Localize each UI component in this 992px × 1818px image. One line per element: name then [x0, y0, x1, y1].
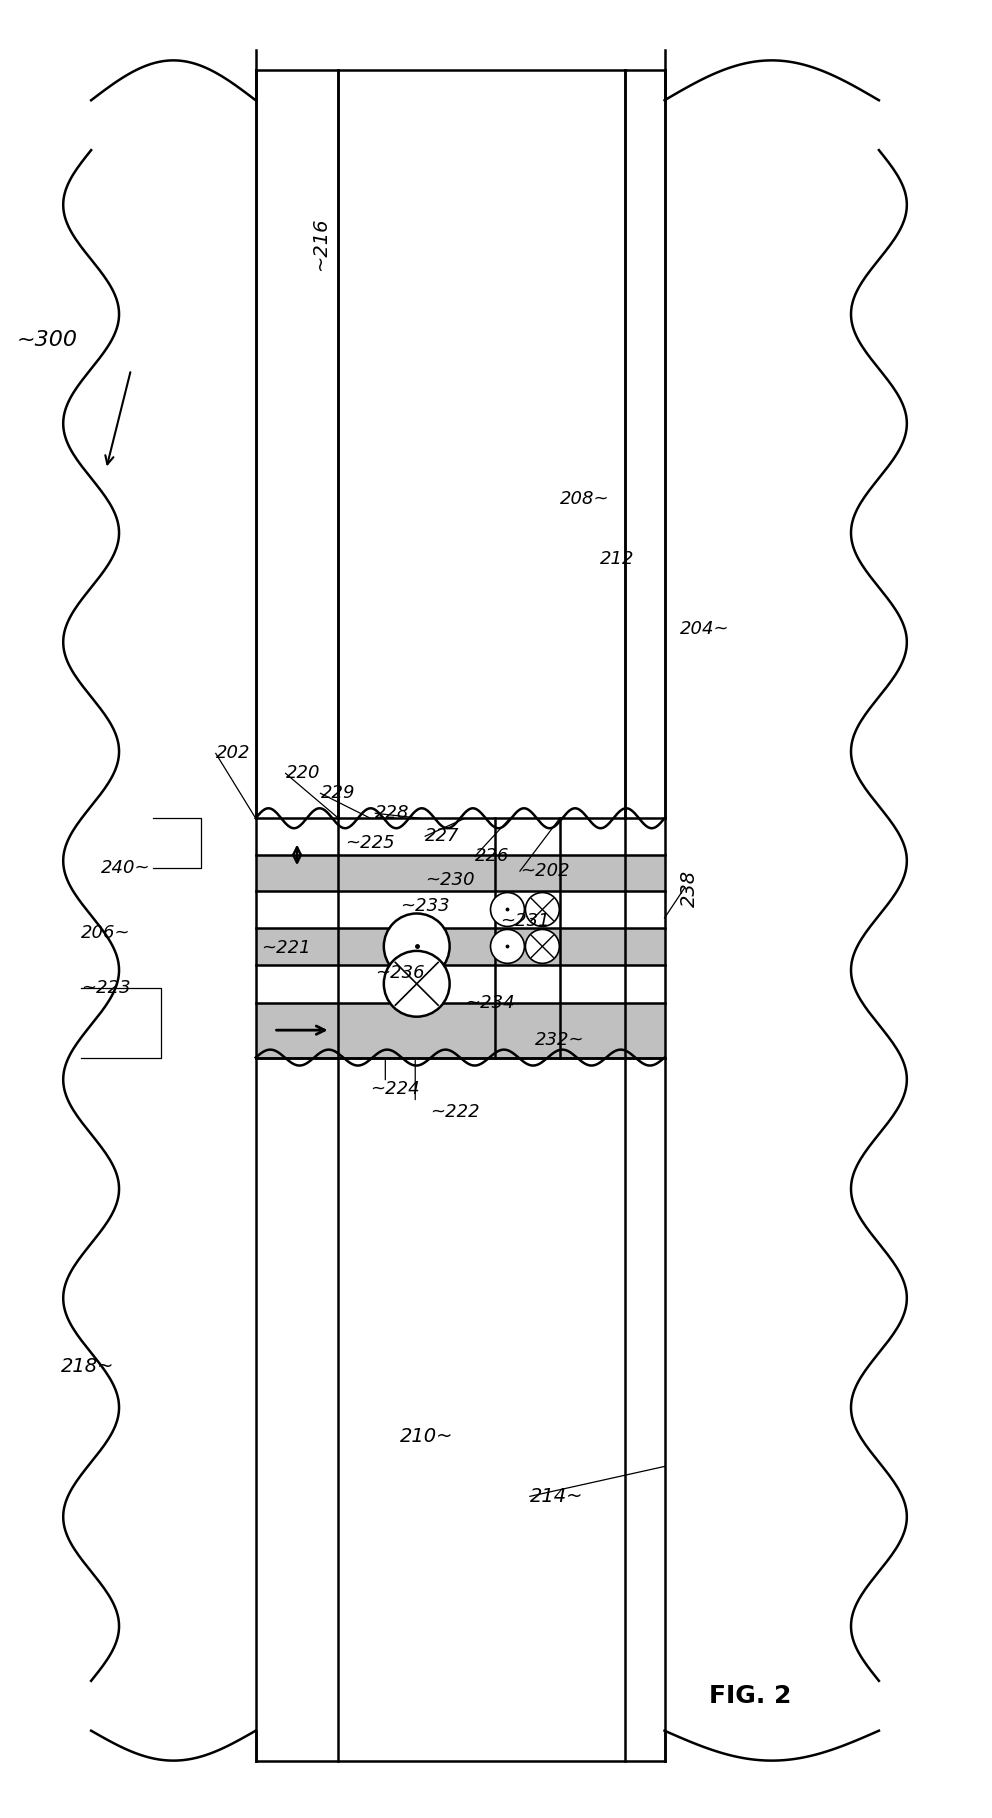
- Text: ~225: ~225: [345, 834, 395, 853]
- Bar: [256, 71, 665, 818]
- Circle shape: [384, 951, 449, 1016]
- Text: 227: 227: [426, 827, 459, 845]
- Bar: [256, 965, 665, 1004]
- Circle shape: [490, 929, 525, 964]
- Bar: [91, 71, 879, 1760]
- Text: 232~: 232~: [535, 1031, 584, 1049]
- Bar: [256, 891, 665, 927]
- Text: 206~: 206~: [81, 924, 131, 942]
- Text: 214~: 214~: [530, 1487, 583, 1505]
- Text: ~231: ~231: [500, 913, 550, 931]
- Text: ~221: ~221: [261, 938, 310, 956]
- Text: 212: 212: [600, 551, 634, 567]
- Text: ~223: ~223: [81, 978, 131, 996]
- Text: 218~: 218~: [62, 1358, 115, 1376]
- Bar: [256, 854, 665, 891]
- Circle shape: [526, 929, 559, 964]
- Text: 240~: 240~: [101, 860, 151, 876]
- Polygon shape: [63, 60, 907, 1760]
- Text: 238: 238: [680, 869, 698, 907]
- Text: ~224: ~224: [370, 1080, 420, 1098]
- Bar: [256, 1058, 665, 1760]
- Text: 229: 229: [320, 784, 355, 802]
- Text: 220: 220: [286, 764, 320, 782]
- Text: ~230: ~230: [426, 871, 475, 889]
- Text: 202: 202: [216, 744, 250, 762]
- Text: 226: 226: [475, 847, 510, 865]
- Text: 204~: 204~: [680, 620, 729, 638]
- Circle shape: [490, 893, 525, 927]
- Text: ~236: ~236: [375, 964, 425, 982]
- Text: ~300: ~300: [16, 329, 77, 349]
- Text: ~202: ~202: [520, 862, 569, 880]
- Text: ~234: ~234: [465, 994, 515, 1013]
- Text: 228: 228: [375, 804, 410, 822]
- Text: ~222: ~222: [431, 1104, 480, 1122]
- Circle shape: [384, 913, 449, 980]
- Circle shape: [526, 893, 559, 927]
- Text: 210~: 210~: [400, 1427, 453, 1445]
- Bar: [256, 927, 665, 965]
- Text: FIG. 2: FIG. 2: [709, 1683, 792, 1707]
- Bar: [256, 818, 665, 854]
- Bar: [256, 1004, 665, 1058]
- Text: 208~: 208~: [559, 491, 609, 509]
- Text: ~216: ~216: [310, 216, 329, 269]
- Text: ~233: ~233: [400, 896, 450, 914]
